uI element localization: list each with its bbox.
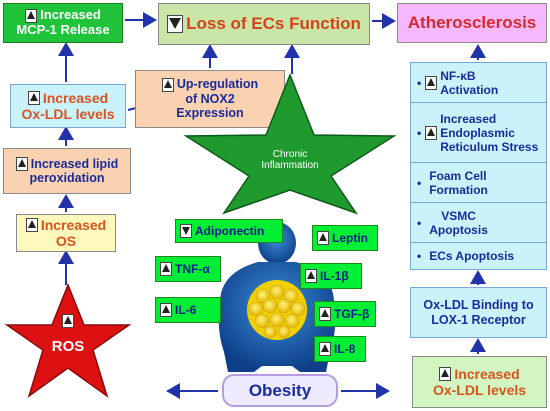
- leptin-label: Leptin: [332, 231, 368, 245]
- nox2-line1: Up-regulation: [176, 77, 259, 92]
- binding-line2: LOX-1 Receptor: [431, 312, 526, 327]
- nox2-line3: Expression: [176, 106, 244, 121]
- mcp1-line1: Increased: [40, 7, 101, 23]
- ecs-apoptosis-line: ECs Apoptosis: [429, 249, 515, 263]
- chronic-line1: Chronic: [272, 148, 308, 160]
- oxldl-left-line2: Ox-LDL levels: [21, 106, 115, 122]
- ros-star-content: ROS: [40, 305, 96, 365]
- lipid-line2: peroxidation: [29, 171, 105, 185]
- obesity-box: Obesity: [222, 374, 338, 407]
- oxldl-left-line1: Increased: [42, 89, 109, 106]
- vsmc-line2: Apoptosis: [429, 222, 488, 237]
- list-item: • VSMC Apoptosis: [411, 203, 546, 243]
- mcp1-line2: MCP-1 Release: [16, 22, 110, 37]
- atherosclerosis-box: Atherosclerosis: [397, 3, 547, 43]
- oxldl-right-line2: Ox-LDL levels: [432, 382, 527, 398]
- oxldl-right-box: Increased Ox-LDL levels: [412, 356, 547, 408]
- down-arrow-icon: [180, 224, 192, 238]
- il1b-label: IL-1β: [320, 269, 349, 283]
- ros-label: ROS: [51, 338, 85, 356]
- increased-os-box: Increased OS: [16, 214, 116, 252]
- up-arrow-icon: [62, 314, 74, 329]
- up-arrow-icon: [25, 217, 38, 232]
- tgfb-box: TGF-β: [314, 301, 376, 327]
- oxldl-left-box: Increased Ox-LDL levels: [10, 84, 126, 128]
- vsmc-line1: VSMC: [441, 208, 476, 223]
- atherosclerosis-label: Atherosclerosis: [407, 13, 537, 33]
- os-line2: OS: [55, 233, 77, 249]
- obesity-label: Obesity: [248, 380, 312, 400]
- up-arrow-icon: [160, 303, 172, 317]
- up-arrow-icon: [160, 262, 172, 276]
- er-line3: Reticulum Stress: [440, 139, 539, 154]
- tnf-label: TNF-α: [175, 262, 210, 276]
- atherosclerosis-mechanisms-list: • NF-κB Activation • Increased Endoplasm…: [410, 62, 547, 270]
- list-item: • Increased Endoplasmic Reticulum Stress: [411, 103, 546, 163]
- up-arrow-icon: [439, 366, 452, 381]
- up-arrow-icon: [425, 125, 438, 140]
- foam-line2: Formation: [429, 182, 488, 197]
- up-arrow-icon: [161, 77, 174, 92]
- il6-box: IL-6: [155, 297, 221, 323]
- os-line1: Increased: [40, 216, 107, 233]
- oxldl-right-line1: Increased: [454, 365, 520, 382]
- adiponectin-label: Adiponectin: [195, 224, 265, 238]
- up-arrow-icon: [27, 90, 40, 105]
- adipose-tissue-icon: [247, 280, 307, 340]
- il6-label: IL-6: [175, 303, 197, 317]
- er-line2: Endoplasmic: [440, 125, 515, 140]
- chronic-star-content: Chronic Inflammation: [252, 142, 328, 178]
- il1b-box: IL-1β: [300, 263, 362, 289]
- loss-ecs-label: Loss of ECs Function: [186, 14, 361, 34]
- oxldl-binding-box: Ox-LDL Binding to LOX-1 Receptor: [410, 287, 547, 338]
- lipid-peroxidation-box: Increased lipid peroxidation: [3, 148, 131, 194]
- chronic-line2: Inflammation: [261, 160, 319, 171]
- up-arrow-icon: [319, 307, 331, 321]
- up-arrow-icon: [425, 75, 438, 90]
- foam-line1: Foam Cell: [429, 168, 487, 183]
- adiponectin-box: Adiponectin: [175, 219, 283, 243]
- mcp1-release-box: Increased MCP-1 Release: [3, 3, 123, 43]
- er-line1: Increased: [440, 111, 497, 126]
- up-arrow-icon: [305, 269, 317, 283]
- up-arrow-icon: [317, 231, 329, 245]
- tgfb-label: TGF-β: [334, 307, 370, 321]
- list-item: • ECs Apoptosis: [417, 249, 515, 263]
- loss-ecs-box: Loss of ECs Function: [158, 3, 370, 45]
- il8-label: IL-8: [334, 342, 356, 356]
- leptin-box: Leptin: [312, 225, 378, 251]
- lipid-line1: Increased lipid: [30, 156, 119, 171]
- up-arrow-icon: [15, 156, 28, 171]
- up-arrow-icon: [25, 8, 38, 23]
- up-arrow-icon: [319, 342, 331, 356]
- list-item: • NF-κB Activation: [411, 63, 546, 103]
- nfkb-line1: NF-κB: [440, 68, 476, 83]
- down-arrow-icon: [167, 15, 184, 33]
- nox2-box: Up-regulation of NOX2 Expression: [135, 70, 285, 128]
- binding-line1: Ox-LDL Binding to: [423, 298, 534, 313]
- il8-box: IL-8: [314, 336, 366, 362]
- nox2-line2: of NOX2: [185, 91, 235, 106]
- list-item: • Foam Cell Formation: [411, 163, 546, 203]
- nfkb-line2: Activation: [440, 82, 499, 97]
- tnf-alpha-box: TNF-α: [155, 256, 221, 282]
